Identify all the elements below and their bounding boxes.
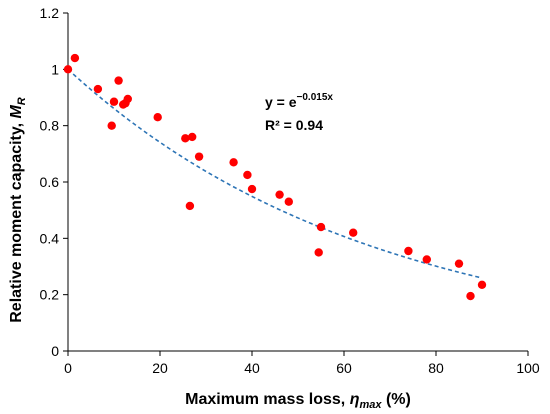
r-squared-annotation: R² = 0.94 — [265, 117, 323, 133]
data-point — [422, 255, 431, 264]
equation-annotation: y = e−0.015x — [265, 92, 333, 110]
y-tick-label: 0.4 — [40, 230, 60, 246]
data-point — [188, 132, 197, 142]
y-tick-label: 0.6 — [40, 174, 60, 190]
y-tick-label: 0 — [51, 343, 59, 359]
y-tick-label: 0.2 — [40, 287, 60, 303]
data-point — [123, 94, 132, 104]
data-point — [93, 84, 103, 94]
data-point — [349, 228, 358, 237]
y-tick-label: 1.2 — [40, 5, 60, 21]
data-point — [243, 170, 252, 180]
data-point — [70, 53, 80, 63]
data-points — [63, 53, 487, 301]
data-point — [229, 158, 238, 167]
x-tick-label: 20 — [152, 360, 168, 376]
data-point — [107, 121, 116, 130]
y-tick-label: 1 — [51, 61, 59, 77]
data-point — [194, 152, 204, 161]
x-tick-label: 0 — [64, 360, 72, 376]
tick-labels: 0 20 40 60 80 100 0 0.2 0.4 0.6 0.8 1 1.2 — [40, 5, 540, 376]
data-point — [404, 246, 413, 256]
x-tick-label: 80 — [428, 360, 444, 376]
y-axis-title: Relative moment capacity, MR — [8, 97, 28, 323]
data-point — [185, 201, 195, 211]
data-point — [454, 259, 464, 268]
data-point — [314, 248, 323, 257]
axes — [63, 12, 529, 356]
data-point — [316, 222, 326, 232]
x-tick-label: 60 — [336, 360, 352, 376]
data-point — [109, 97, 119, 106]
data-point — [275, 190, 284, 199]
data-point — [477, 280, 487, 290]
x-tick-label: 40 — [244, 360, 260, 376]
x-tick-label: 100 — [516, 360, 540, 376]
data-point — [247, 184, 257, 194]
data-point — [466, 291, 475, 301]
data-point — [181, 134, 190, 143]
data-point — [284, 197, 293, 206]
data-point — [114, 76, 123, 85]
x-axis-title: Maximum mass loss, ηmax (%) — [185, 391, 411, 411]
y-tick-label: 0.8 — [40, 118, 60, 134]
data-point — [63, 65, 73, 74]
data-point — [153, 113, 162, 122]
